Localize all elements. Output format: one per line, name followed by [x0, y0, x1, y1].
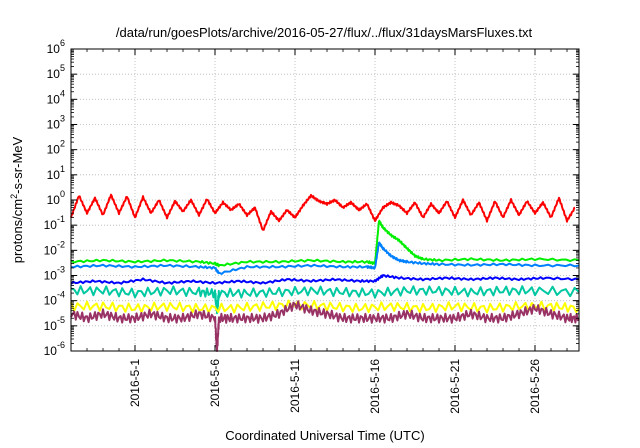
y-tick-label-exponent: -1 — [57, 214, 65, 224]
y-tick-label: 100 — [47, 189, 65, 207]
y-tick-label-exponent: 1 — [60, 164, 65, 174]
x-tick-label: 2016-5-21 — [448, 359, 462, 414]
y-tick-label: 102 — [47, 139, 65, 157]
y-tick-label-base: 10 — [44, 269, 58, 283]
y-tick-label: 10-2 — [44, 239, 65, 257]
y-tick-label-exponent: -2 — [57, 239, 65, 249]
y-tick-label-base: 10 — [47, 143, 61, 157]
y-tick-label: 105 — [47, 63, 65, 81]
y-tick-label-base: 10 — [47, 193, 61, 207]
y-axis-label: protons/cm2-s-sr-MeV — [9, 136, 25, 263]
y-tick-label-exponent: -6 — [57, 340, 65, 350]
x-tick-label: 2016-5-1 — [128, 359, 142, 407]
y-tick-label-base: 10 — [47, 92, 61, 106]
y-tick-label-exponent: 6 — [60, 38, 65, 48]
series-layer — [70, 193, 580, 352]
series-line-7 — [70, 300, 580, 352]
x-axis-ticks: 2016-5-1 2016-5-6 2016-5-11 2016-5-16 2016-5… — [86, 49, 568, 414]
y-tick-label-base: 10 — [44, 243, 58, 257]
y-axis-label-suffix: -s-sr-MeV — [10, 136, 25, 193]
y-tick-label-exponent: 3 — [60, 114, 65, 124]
y-tick-label-exponent: -5 — [57, 315, 65, 325]
x-tick-label: 2016-5-16 — [368, 359, 382, 414]
y-tick-label: 10-3 — [44, 265, 65, 283]
x-tick-label: 2016-5-26 — [528, 359, 542, 414]
y-tick-label-base: 10 — [47, 42, 61, 56]
series-line-5 — [70, 285, 580, 315]
y-tick-label-exponent: 2 — [60, 139, 65, 149]
y-tick-label-exponent: -3 — [57, 265, 65, 275]
chart-title: /data/run/goesPlots/archive/2016-05-27/f… — [116, 25, 533, 40]
x-tick-label: 2016-5-6 — [208, 359, 222, 407]
y-tick-label-base: 10 — [44, 344, 58, 358]
y-tick-label: 101 — [47, 164, 65, 182]
y-tick-label-exponent: 5 — [60, 63, 65, 73]
y-tick-label-exponent: 4 — [60, 88, 65, 98]
y-tick-label-exponent: 0 — [60, 189, 65, 199]
y-tick-label: 104 — [47, 88, 65, 106]
y-tick-label: 10-4 — [44, 290, 65, 308]
y-tick-label-exponent: -4 — [57, 290, 65, 300]
grid-lines — [71, 49, 579, 351]
y-tick-label: 10-1 — [44, 214, 65, 232]
y-tick-label: 10-5 — [44, 315, 65, 333]
y-axis-label-prefix: protons/cm — [10, 199, 25, 263]
y-tick-label: 106 — [47, 38, 65, 56]
y-axis-label-superscript: 2 — [9, 194, 19, 199]
y-axis-ticks: 10-610-510-410-310-210-11001011021031041… — [44, 38, 579, 358]
series-line-3 — [70, 241, 580, 275]
series-line-4 — [70, 274, 580, 285]
x-tick-label: 2016-5-11 — [288, 359, 302, 413]
y-tick-label: 103 — [47, 114, 65, 132]
y-tick-label-base: 10 — [47, 118, 61, 132]
y-tick-label-base: 10 — [44, 294, 58, 308]
y-tick-label-base: 10 — [44, 319, 58, 333]
x-axis-label: Coordinated Universal Time (UTC) — [225, 428, 424, 443]
y-tick-label-base: 10 — [44, 218, 58, 232]
y-tick-label: 10-6 — [44, 340, 65, 358]
y-tick-label-base: 10 — [47, 67, 61, 81]
y-tick-label-base: 10 — [47, 168, 61, 182]
series-line-1 — [70, 193, 576, 231]
